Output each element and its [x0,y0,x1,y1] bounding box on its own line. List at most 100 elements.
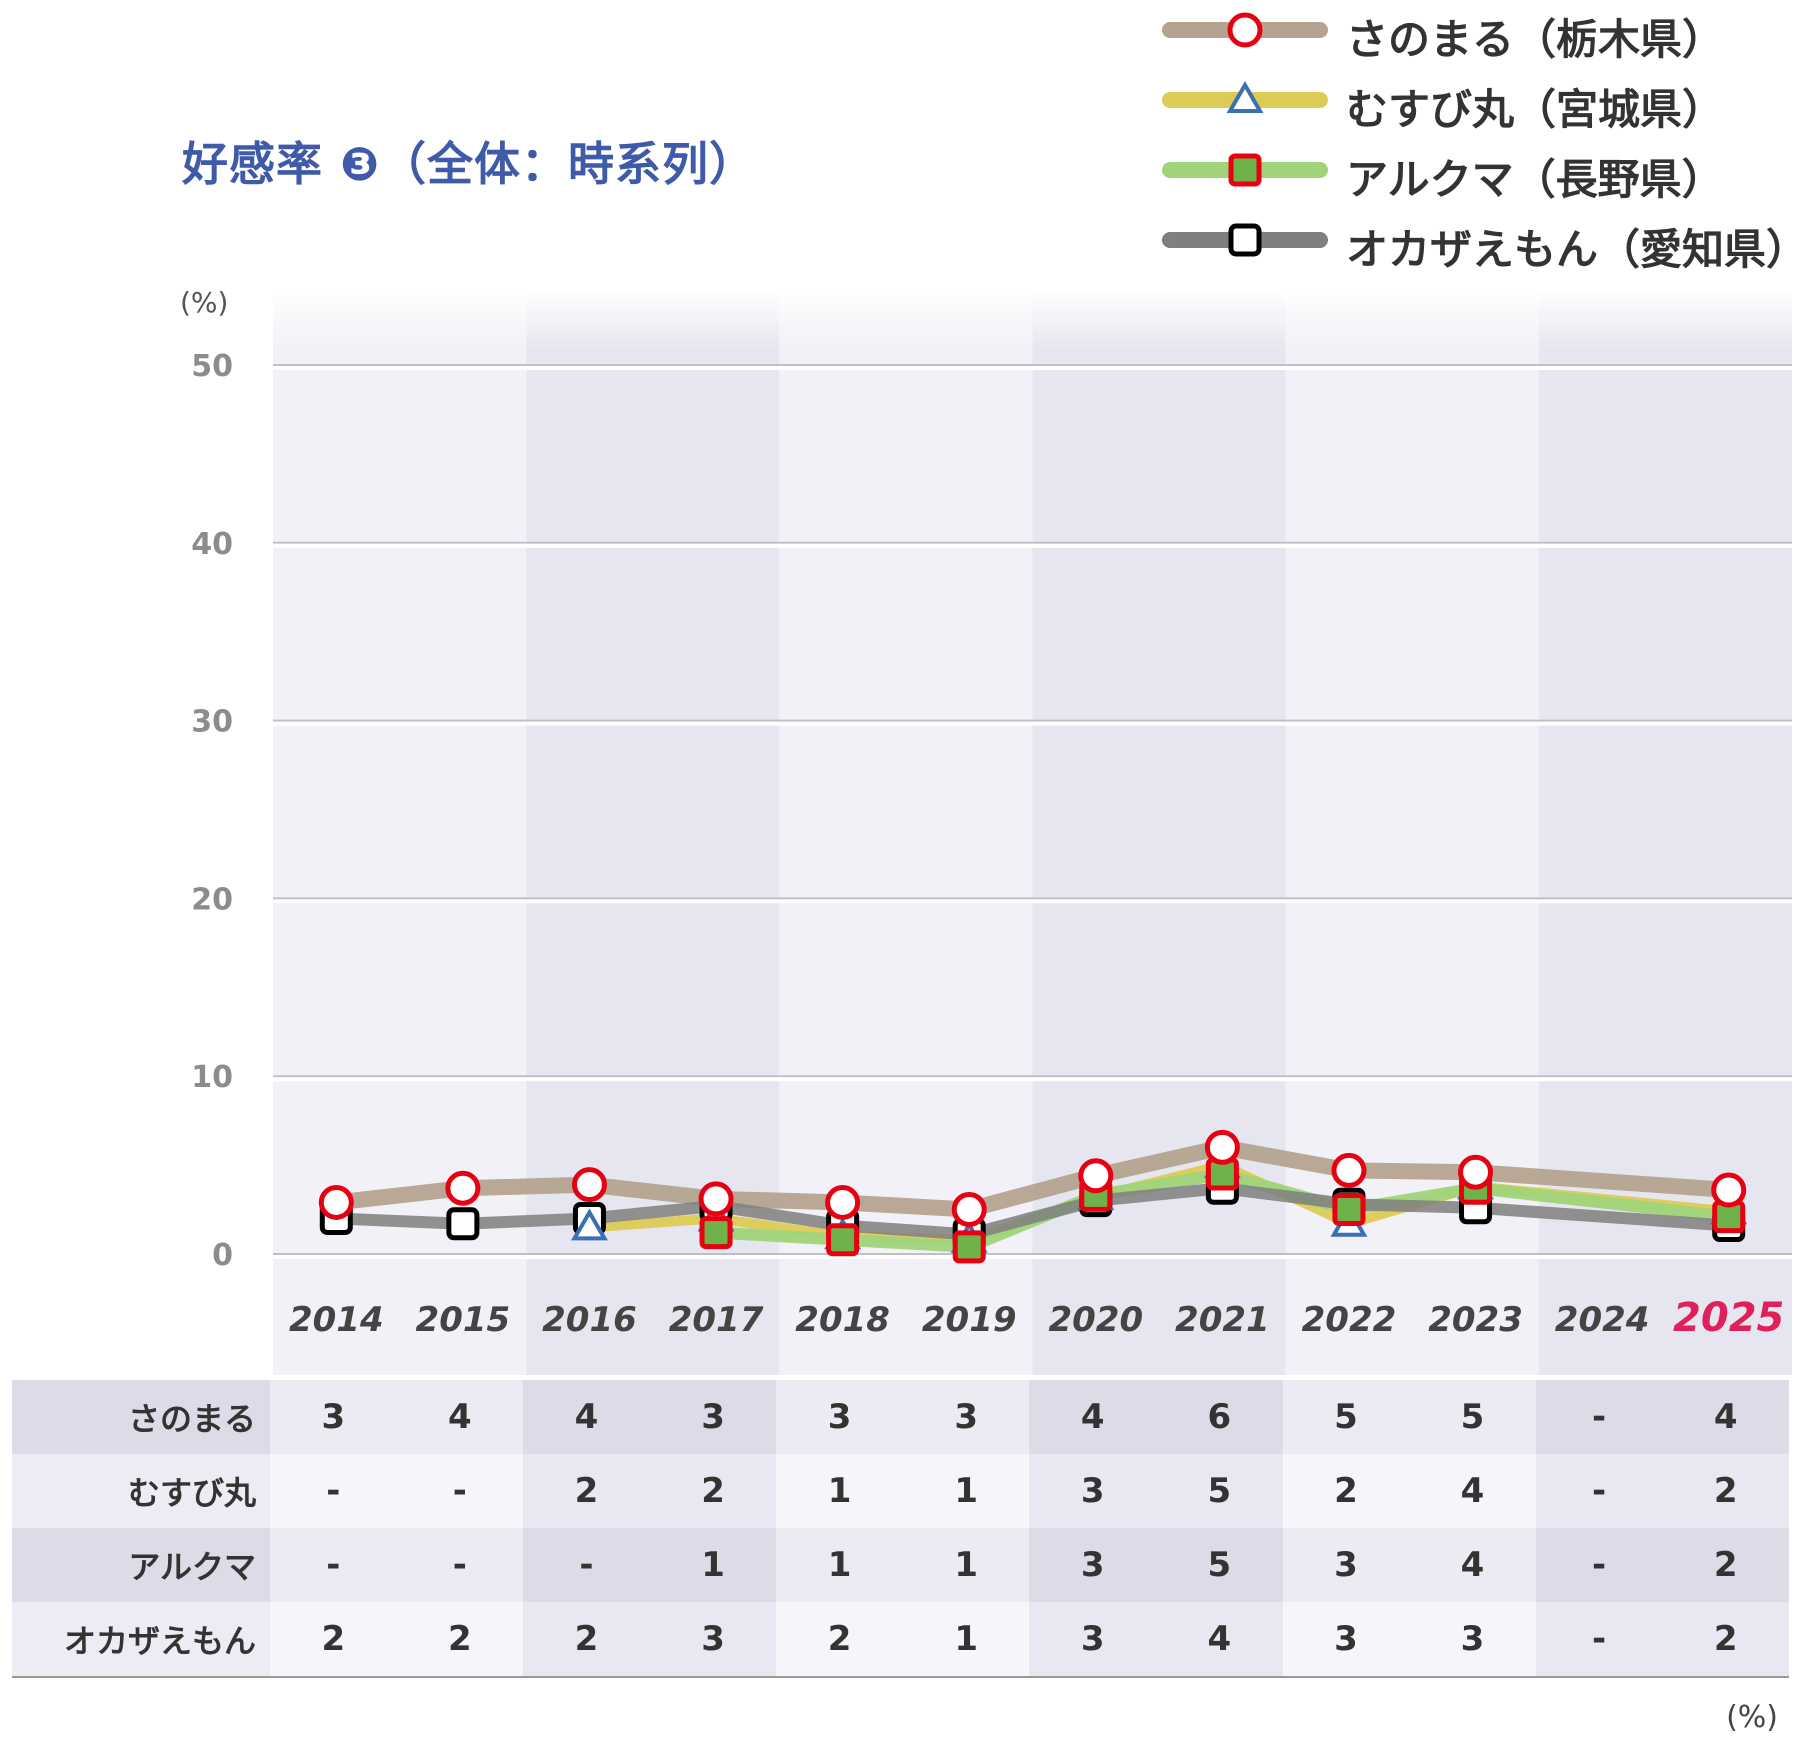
table-row: むすび丸 - -2 2 1 1 3 5 2 4-2 [12,1454,1789,1528]
legend-item-arukuma: アルクマ（長野県） [1160,140,1800,204]
table-cell: - [270,1528,397,1602]
x-tick-label: 2015 [416,1300,511,1340]
legend-label: アルクマ（長野県） [1346,155,1724,204]
table-cell: 3 [1409,1602,1536,1678]
legend: さのまる（栃木県） むすび丸（宮城県） アルクマ（長野県） オカザえもん（愛知県… [1160,0,1800,274]
legend-swatch-musubimaru [1162,80,1328,113]
table-cell: 2 [1662,1528,1789,1602]
table-cell: 2 [270,1602,397,1678]
data-point-sanomaru [445,1170,481,1206]
table-cell: 2 [776,1602,903,1678]
table-cell: 1 [902,1454,1030,1528]
data-point-sanomaru [571,1167,607,1203]
table-cell: 1 [649,1528,777,1602]
x-tick-label: 2019 [922,1300,1017,1340]
table-row-label: さのまる [12,1380,270,1454]
table-cell: - [270,1454,397,1528]
x-tick-label: 2023 [1428,1300,1523,1340]
x-tick-label: 2018 [795,1300,890,1340]
data-table-body: さのまる 3 4 4 3 3 3 4 6 5 5-4 むすび丸 - -2 2 1 1 3 5 2 4-2 アルクマ - - -1… [12,1380,1789,1678]
table-cell: 2 [649,1454,777,1528]
data-point-arukuma [699,1216,733,1250]
table-row: オカザえもん 2 2 2 3 2 1 3 4 3 3-2 [12,1602,1789,1678]
table-cell: 1 [902,1528,1030,1602]
legend-swatch-sanomaru [1162,12,1328,48]
table-cell: 2 [396,1602,524,1678]
table-cell: - [1535,1454,1663,1528]
table-row: アルクマ - - -1 1 1 3 5 3 4-2 [12,1528,1789,1602]
legend-marker [1228,153,1262,187]
x-tick-label: 2017 [669,1300,764,1340]
x-tick-label: 2014 [289,1300,384,1340]
table-cell: 2 [1282,1454,1410,1528]
table-cell: 1 [776,1528,903,1602]
legend-swatch-okazaemon [1162,223,1328,257]
legend-swatch-arukuma [1162,153,1328,187]
data-point-arukuma [826,1223,860,1257]
table-cell: 3 [1029,1454,1157,1528]
table-cell: 3 [1282,1602,1410,1678]
y-tick-label: 20 [191,882,233,917]
table-cell: 2 [523,1454,650,1528]
data-point-arukuma [1332,1193,1366,1227]
table-cell: - [396,1528,524,1602]
data-point-sanomaru [1711,1172,1747,1208]
x-tick-label: 2025 [1673,1295,1784,1341]
y-tick-label: 50 [191,349,233,384]
data-point-sanomaru [1078,1158,1114,1194]
legend-label: むすび丸（宮城県） [1346,85,1725,134]
table-cell: - [1535,1380,1663,1454]
table-cell: 3 [270,1380,397,1454]
table-cell: 5 [1282,1380,1410,1454]
table-cell: 3 [649,1602,777,1678]
table-cell: 5 [1156,1454,1283,1528]
table-cell: 4 [1409,1454,1536,1528]
legend-item-musubimaru: むすび丸（宮城県） [1160,70,1800,134]
data-point-okazaemon [446,1207,480,1241]
y-tick-label: 0 [212,1238,233,1273]
y-axis-unit: (%) [180,286,229,319]
legend-marker [1227,12,1263,48]
x-tick-label: 2021 [1175,1300,1270,1340]
x-tick-label: 2022 [1302,1300,1397,1340]
table-row-label: むすび丸 [12,1454,270,1528]
y-tick-label: 30 [191,705,233,740]
table-row-label: アルクマ [12,1528,270,1602]
table-cell: 2 [1662,1602,1789,1678]
data-point-sanomaru [318,1184,354,1220]
series-line-arukuma [715,1167,1730,1253]
data-point-sanomaru [698,1181,734,1217]
table-cell: 4 [1662,1380,1789,1454]
table-cell: - [1535,1602,1663,1678]
table-unit: (%) [1726,1700,1778,1735]
table-cell: 5 [1409,1380,1536,1454]
table-cell: 3 [1029,1528,1157,1602]
data-point-musubimaru [570,1208,608,1241]
table-cell: 1 [902,1602,1030,1678]
data-table: さのまる 3 4 4 3 3 3 4 6 5 5-4 むすび丸 - -2 2 1 1 3 5 2 4-2 アルクマ - - -1… [12,1380,1789,1678]
table-cell: - [396,1454,524,1528]
x-tick-label: 2024 [1555,1300,1650,1340]
table-cell: 6 [1156,1380,1283,1454]
table-cell: 4 [1029,1380,1157,1454]
legend-label: さのまる（栃木県） [1346,15,1725,64]
table-cell: 3 [902,1380,1030,1454]
table-row: さのまる 3 4 4 3 3 3 4 6 5 5-4 [12,1380,1789,1454]
table-cell: 4 [523,1380,650,1454]
data-point-sanomaru [951,1192,987,1228]
table-cell: 4 [1409,1528,1536,1602]
data-point-sanomaru [1331,1152,1367,1188]
y-tick-label: 10 [191,1060,233,1095]
data-point-sanomaru [1204,1129,1240,1165]
table-row-label: オカザえもん [12,1602,270,1678]
x-tick-label: 2016 [542,1300,637,1340]
table-cell: 2 [1662,1454,1789,1528]
x-tick-label: 2020 [1048,1300,1143,1340]
legend-item-okazaemon: オカザえもん（愛知県） [1160,210,1800,274]
table-cell: 3 [776,1380,903,1454]
y-tick-label: 40 [191,527,233,562]
data-point-sanomaru [825,1184,861,1220]
table-cell: - [1535,1528,1663,1602]
data-point-arukuma [952,1230,986,1264]
